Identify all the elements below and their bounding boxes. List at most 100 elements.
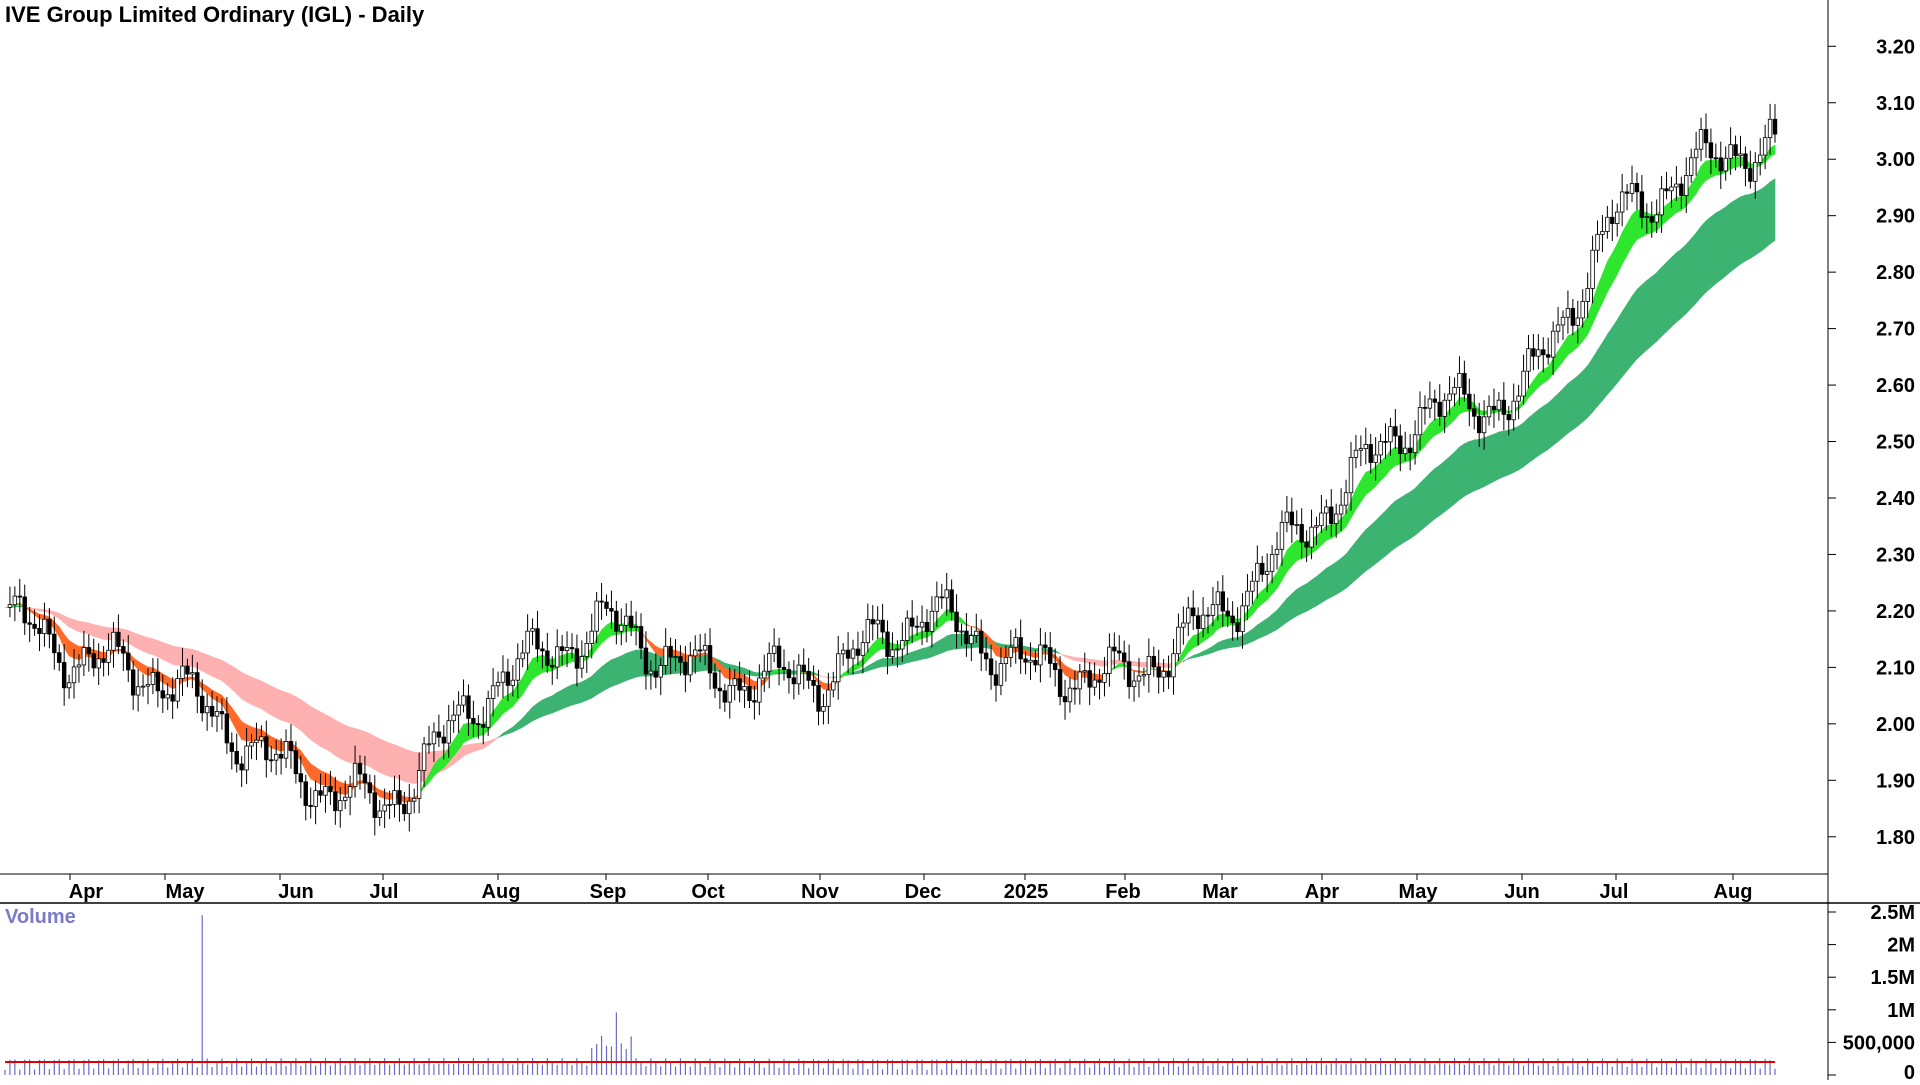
candle-body [1472, 409, 1476, 417]
candle-body [782, 667, 786, 669]
long-term-ma-band [44, 610, 49, 613]
long-term-ma-band [1538, 406, 1543, 455]
long-term-ma-band [1262, 619, 1267, 637]
candle-body [965, 631, 969, 644]
candle-body [1379, 441, 1383, 455]
candle-body [319, 791, 323, 796]
short-term-ma-band [1351, 489, 1356, 518]
candle-body [363, 774, 367, 783]
candle-body [417, 771, 421, 799]
long-term-ma-band [1213, 643, 1218, 653]
date-tick-label: Sep [590, 881, 627, 903]
candle-body [610, 608, 614, 611]
long-term-ma-band [1321, 568, 1326, 602]
long-term-ma-band [819, 675, 824, 677]
long-term-ma-band [1607, 327, 1612, 394]
long-term-ma-band [636, 650, 641, 677]
short-term-ma-band [858, 659, 863, 669]
candle-body [13, 596, 17, 605]
short-term-ma-band [1331, 523, 1336, 539]
long-term-ma-band [957, 634, 962, 649]
long-term-ma-band [1765, 182, 1770, 248]
long-term-ma-band [64, 616, 69, 627]
candle-body [437, 732, 441, 737]
candle-body [1694, 149, 1698, 158]
candle-body [679, 657, 683, 663]
candle-body [698, 650, 702, 651]
candle-body [1201, 615, 1205, 628]
candle-body [1024, 659, 1028, 662]
long-term-ma-band [40, 609, 45, 611]
short-term-ma-band [1602, 262, 1607, 303]
candle-body [560, 647, 564, 651]
long-term-ma-band [1445, 457, 1450, 512]
long-term-ma-band [902, 654, 907, 665]
short-term-ma-band [59, 627, 64, 648]
candle-body [348, 787, 352, 798]
long-term-ma-band [404, 749, 409, 783]
candle-body [1113, 647, 1117, 651]
short-term-ma-band [232, 708, 237, 731]
long-term-ma-band [592, 671, 597, 698]
short-term-ma-band [1430, 419, 1435, 440]
candle-body [846, 650, 850, 658]
short-term-ma-band [143, 664, 148, 675]
candle-body [703, 646, 707, 651]
short-term-ma-band [1538, 369, 1543, 387]
long-term-ma-band [266, 684, 271, 716]
long-term-ma-band [335, 720, 340, 758]
candle-body [536, 629, 540, 649]
candle-body [827, 690, 831, 706]
long-term-ma-band [1031, 647, 1036, 651]
short-term-ma-band [1114, 664, 1119, 669]
candle-body [1127, 662, 1131, 687]
candle-body [1458, 373, 1462, 387]
long-term-ma-band [89, 623, 94, 636]
candle-body [516, 659, 520, 680]
short-term-ma-band [651, 642, 656, 653]
long-term-ma-band [552, 693, 557, 713]
short-term-ma-band [1361, 472, 1366, 502]
candle-body [1251, 581, 1255, 591]
short-term-ma-band [1356, 480, 1361, 509]
short-term-ma-band [518, 677, 523, 700]
candle-body [1403, 448, 1407, 454]
price-tick-label: 2.80 [1876, 262, 1915, 284]
candle-body [836, 654, 840, 682]
short-term-ma-band [163, 674, 168, 685]
date-tick-label: May [1399, 881, 1439, 903]
candle-body [161, 691, 165, 698]
long-term-ma-band [745, 668, 750, 675]
candle-body [950, 590, 954, 612]
candle-body [1103, 673, 1107, 682]
candle-body [876, 620, 880, 624]
date-tick-label: Jul [370, 881, 399, 903]
long-term-ma-band [187, 649, 192, 667]
long-term-ma-band [814, 672, 819, 675]
long-term-ma-band [1455, 447, 1460, 504]
candle-body [1034, 660, 1038, 665]
candle-body [1635, 183, 1639, 191]
short-term-ma-band [1573, 330, 1578, 351]
candle-body [383, 805, 387, 811]
short-term-ma-band [961, 618, 966, 625]
candle-body [407, 801, 411, 814]
candle-body [393, 791, 397, 805]
long-term-ma-band [1681, 244, 1686, 318]
long-term-ma-band [69, 618, 74, 629]
price-tick-label: 2.50 [1876, 432, 1915, 454]
long-term-ma-band [740, 667, 745, 674]
long-term-ma-band [700, 655, 705, 671]
candle-body [334, 792, 338, 811]
long-term-ma-band [917, 649, 922, 661]
candle-body [1527, 349, 1531, 372]
long-term-ma-band [1395, 498, 1400, 548]
candle-body [619, 625, 623, 631]
long-term-ma-band [1282, 599, 1287, 626]
short-term-ma-band [562, 654, 567, 666]
candle-body [1719, 158, 1723, 171]
candle-body [669, 646, 673, 657]
candle-body [1744, 154, 1748, 169]
long-term-ma-band [1504, 430, 1509, 477]
candle-body [1354, 450, 1358, 457]
